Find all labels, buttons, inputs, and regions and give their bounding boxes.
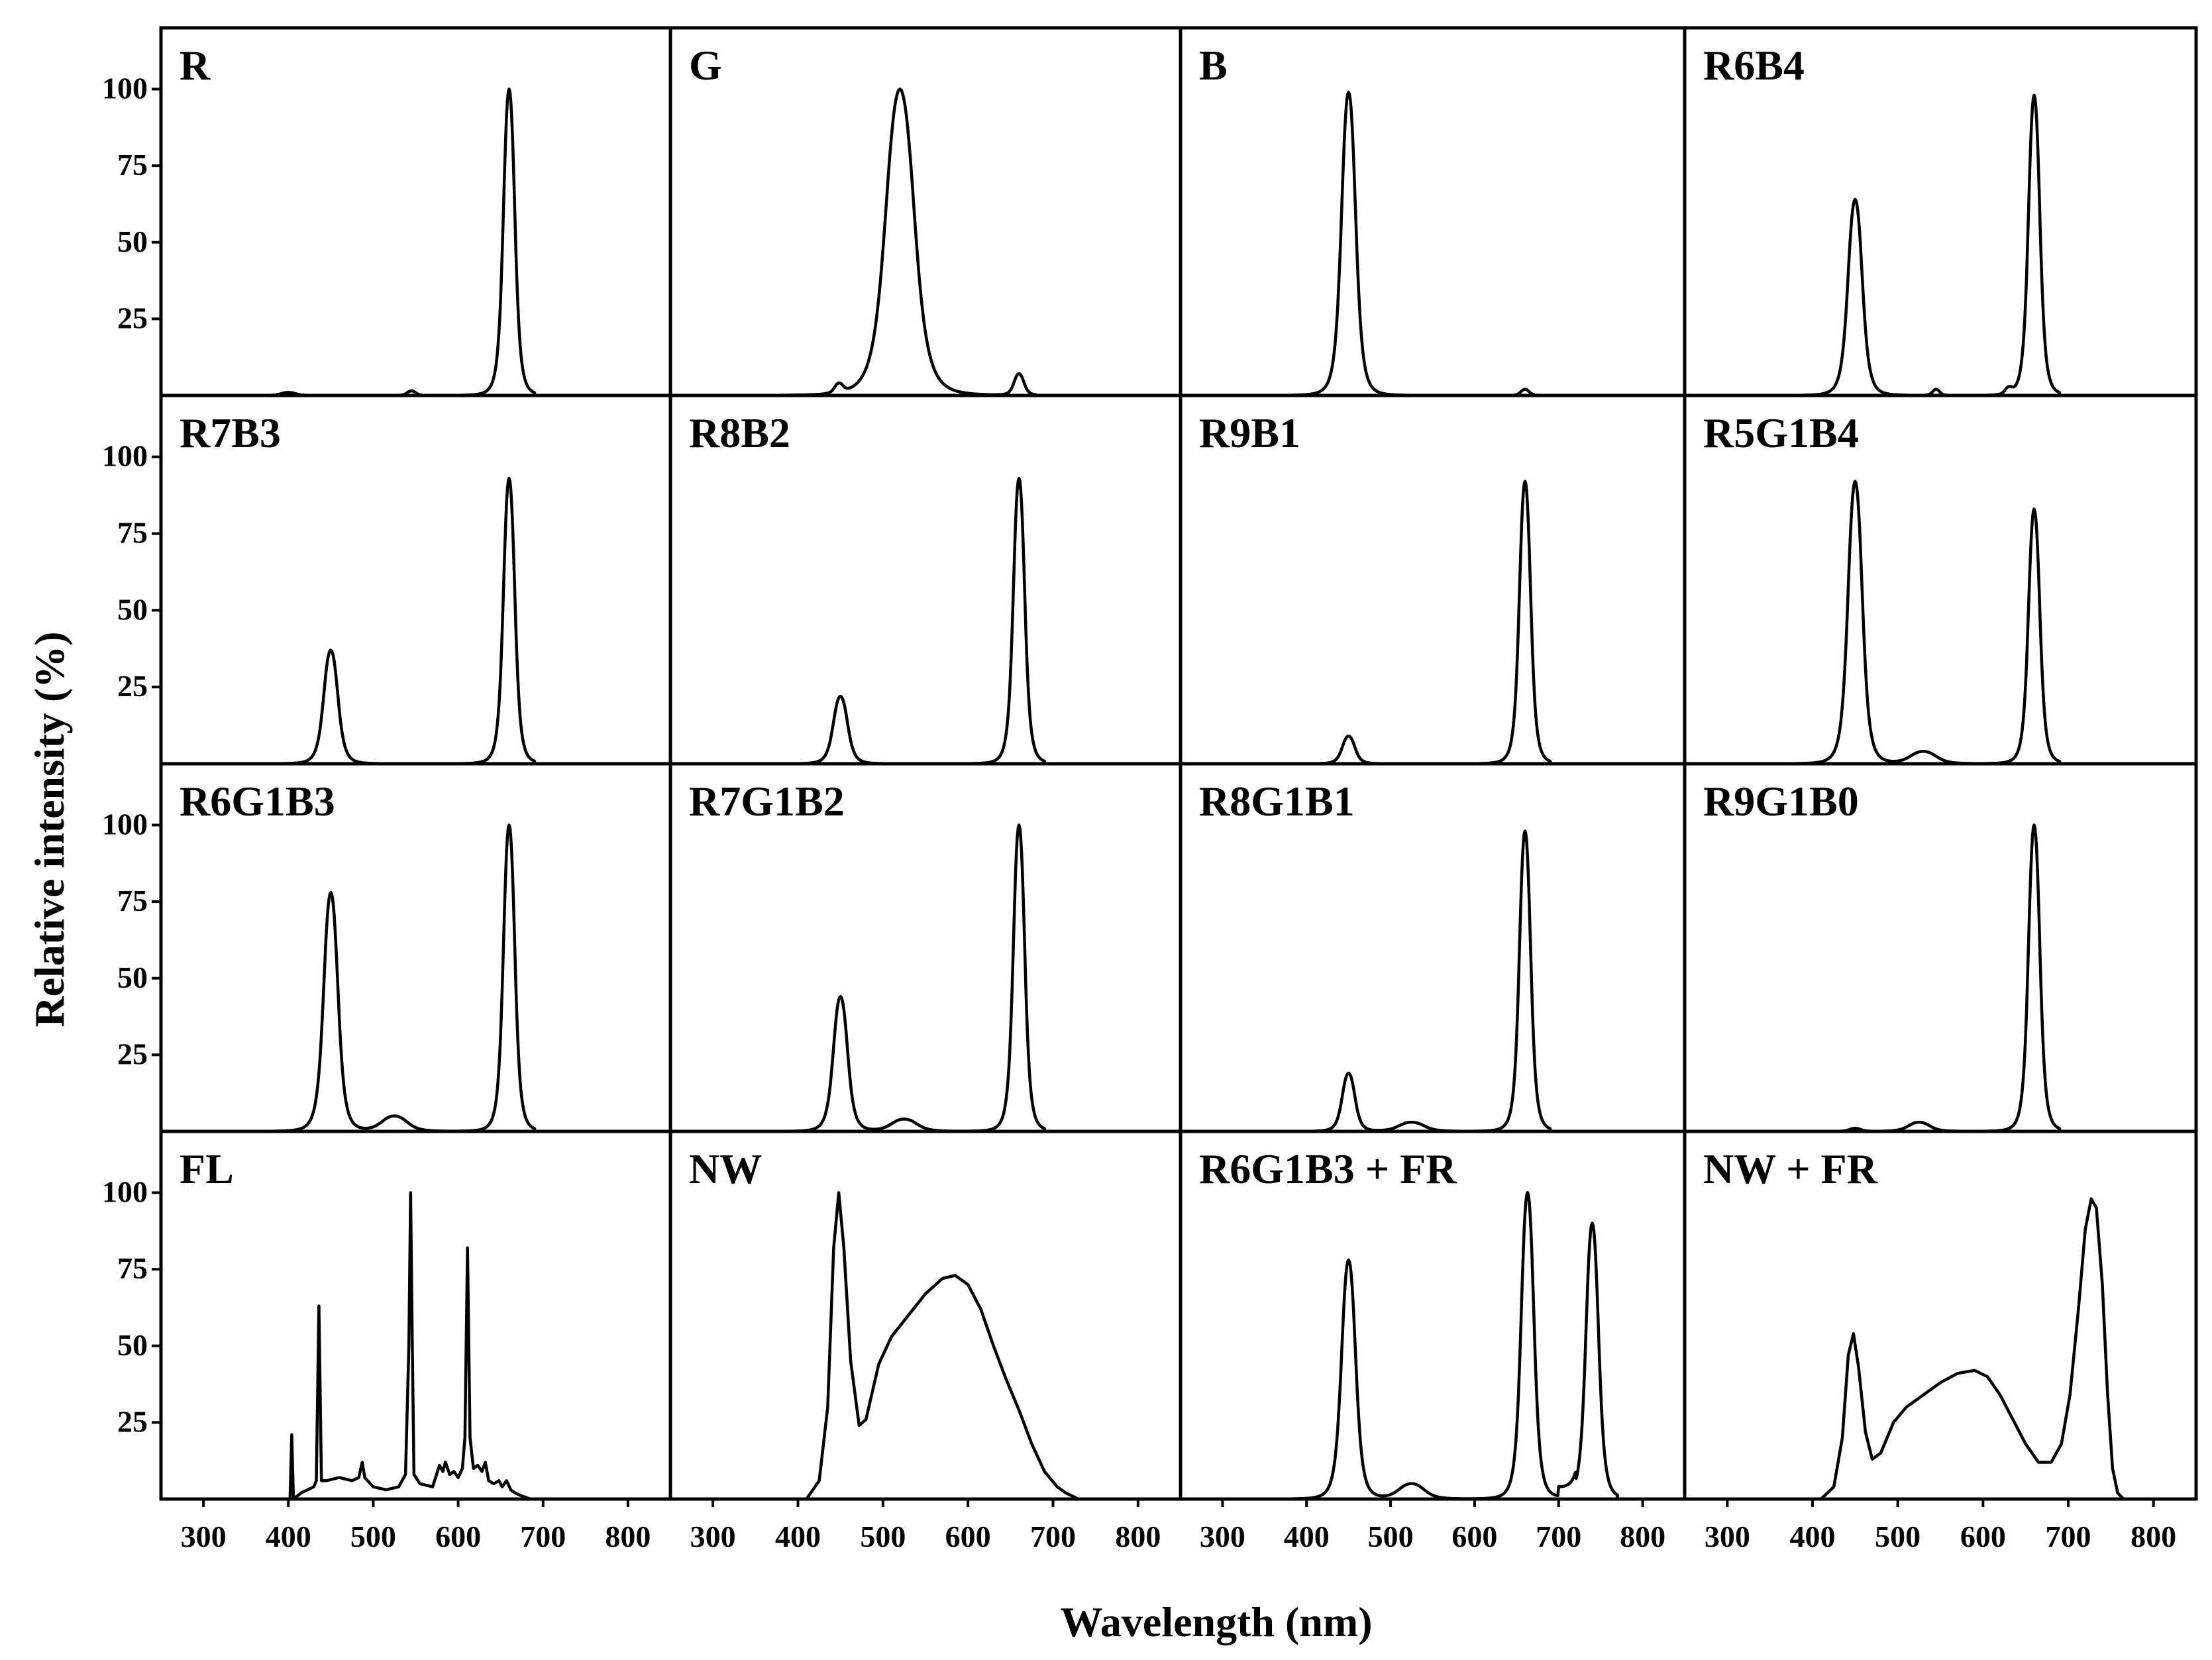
x-tick-label: 400 [266, 1520, 311, 1553]
panel-r7b3: R7B3 [159, 393, 672, 766]
x-tick-label: 400 [775, 1520, 821, 1553]
y-tick-label: 75 [117, 516, 148, 550]
spectrum-line [779, 476, 1046, 766]
spectrum-line [1288, 829, 1552, 1133]
spectrum-line [270, 823, 537, 1133]
x-tick-label: 800 [1620, 1520, 1665, 1553]
panel-label: R7G1B2 [689, 778, 845, 825]
panel-nw: NW [668, 1129, 1183, 1501]
y-tick-label: 50 [117, 1328, 148, 1362]
y-axis-ticks: 25 50 75 100 25 50 75 100 25 50 75 100 25 50 75 100 [102, 72, 161, 1438]
panel-label: R7B3 [180, 409, 281, 456]
panel-g: G [668, 26, 1183, 397]
panel-frame [159, 26, 672, 397]
spectrum-line [779, 87, 1038, 397]
spectrum-line [1288, 1191, 1619, 1501]
x-tick-label: 600 [435, 1520, 481, 1553]
panel-label: R6G1B3 + FR [1199, 1145, 1457, 1192]
panel-label: R8G1B1 [1199, 778, 1355, 825]
panel-r7g1b2: R7G1B2 [668, 762, 1183, 1133]
x-tick-label: 300 [181, 1520, 227, 1553]
y-axis-title: Relative intensity (%) [26, 631, 73, 1027]
panel-r6g1b3: R6G1B3 [159, 762, 672, 1133]
y-tick-label: 100 [102, 439, 148, 473]
x-tick-label: 500 [1368, 1520, 1414, 1553]
y-tick-label: 100 [102, 72, 148, 105]
y-tick-label: 25 [117, 1404, 148, 1438]
panel-label: NW + FR [1703, 1145, 1878, 1192]
panel-label: R [180, 42, 211, 89]
y-tick-label: 50 [117, 592, 148, 626]
panel-label: NW [689, 1145, 762, 1192]
panel-label: G [689, 42, 722, 89]
x-tick-label: 800 [2131, 1520, 2176, 1553]
panel-label: R6G1B3 [180, 778, 335, 825]
x-axis-ticks: 300 400 500 600 700 800 300 400 500 600 700 800 300 4… [181, 1499, 2176, 1553]
x-tick-label: 300 [1705, 1520, 1750, 1553]
spectrum-line [270, 476, 537, 766]
panel-label: R6B4 [1703, 42, 1805, 89]
panel-r5g1b4: R5G1B4 [1683, 393, 2198, 766]
panel-frame [1683, 1129, 2198, 1501]
y-tick-label: 100 [102, 1175, 148, 1209]
spectrum-line [1794, 823, 2062, 1133]
panel-label: R5G1B4 [1703, 409, 1859, 456]
x-tick-label: 800 [605, 1520, 651, 1553]
y-tick-label: 25 [117, 669, 148, 703]
x-tick-label: 700 [1536, 1520, 1581, 1553]
x-tick-label: 600 [945, 1520, 991, 1553]
panel-nw-fr: NW + FR [1683, 1129, 2198, 1501]
x-tick-label: 800 [1115, 1520, 1161, 1553]
panel-frame [159, 1129, 672, 1501]
x-tick-label: 700 [520, 1520, 566, 1553]
y-tick-label: 50 [117, 225, 148, 258]
panel-r9g1b0: R9G1B0 [1683, 762, 2198, 1133]
y-tick-label: 75 [117, 148, 148, 182]
spectrum-line [287, 1191, 532, 1501]
x-tick-label: 300 [690, 1520, 736, 1553]
x-tick-label: 500 [860, 1520, 906, 1553]
x-tick-label: 500 [350, 1520, 396, 1553]
x-tick-label: 400 [1284, 1520, 1330, 1553]
panel-b: B [1179, 26, 1687, 397]
panel-r8g1b1: R8G1B1 [1179, 762, 1687, 1133]
spectrum-line [1794, 480, 2062, 766]
panel-label: B [1199, 42, 1228, 89]
y-tick-label: 75 [117, 1251, 148, 1285]
y-tick-label: 100 [102, 807, 148, 841]
x-tick-label: 700 [1030, 1520, 1076, 1553]
panel-r6g1b3-fr: R6G1B3 + FR [1179, 1129, 1687, 1501]
x-tick-label: 500 [1875, 1520, 1921, 1553]
panels-layer: R G B R6B4 R7B3 R8B2 R9B1 R5G1B4 R6G1B3 R7G1B2 R8G… [159, 26, 2198, 1501]
y-tick-label: 25 [117, 301, 148, 335]
spectrum-line [270, 87, 537, 397]
spectrum-line [779, 823, 1046, 1133]
spectrum-line [1794, 93, 2062, 397]
spectrum-line [1819, 1197, 2125, 1501]
spectrum-line [1288, 480, 1552, 766]
spectrum-line [1288, 90, 1544, 397]
panel-label: R9B1 [1199, 409, 1300, 456]
panel-r8b2: R8B2 [668, 393, 1183, 766]
y-tick-label: 75 [117, 884, 148, 917]
panel-label: FL [180, 1145, 234, 1192]
panel-r9b1: R9B1 [1179, 393, 1687, 766]
panel-r6b4: R6B4 [1683, 26, 2198, 397]
x-tick-label: 300 [1200, 1520, 1245, 1553]
panel-label: R9G1B0 [1703, 778, 1859, 825]
x-tick-label: 700 [2046, 1520, 2091, 1553]
x-tick-label: 600 [1960, 1520, 2006, 1553]
x-tick-label: 600 [1451, 1520, 1497, 1553]
panel-fl: FL [159, 1129, 672, 1501]
x-tick-label: 400 [1790, 1520, 1836, 1553]
y-tick-label: 25 [117, 1037, 148, 1070]
spectrum-line [805, 1191, 1080, 1501]
panel-frame [1179, 26, 1687, 397]
panel-label: R8B2 [689, 409, 790, 456]
y-tick-label: 50 [117, 960, 148, 994]
panel-r: R [159, 26, 672, 397]
x-axis-title: Wavelength (nm) [1060, 1598, 1372, 1645]
